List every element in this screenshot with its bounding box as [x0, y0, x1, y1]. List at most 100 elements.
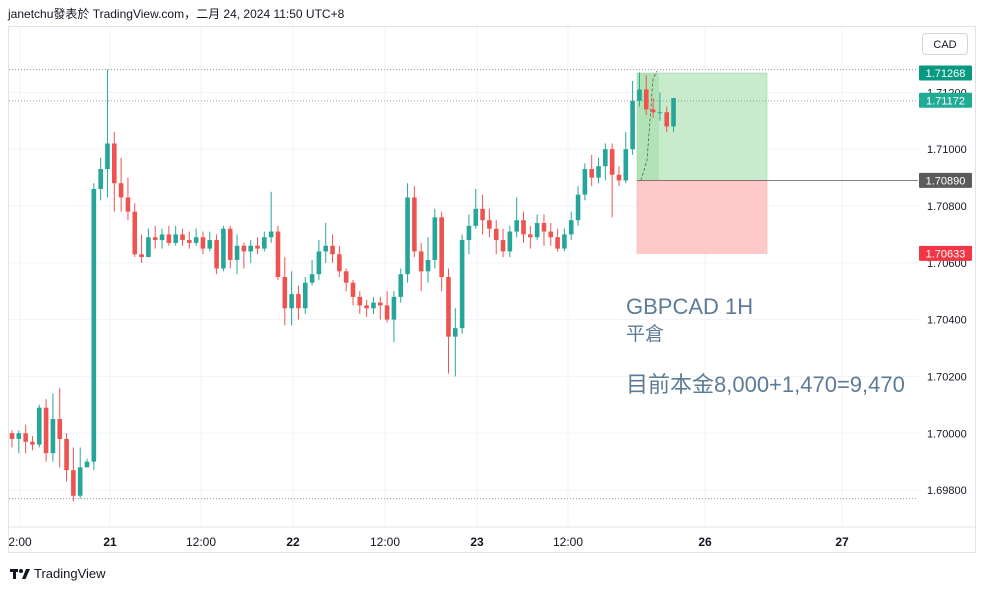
- candle-body: [364, 305, 369, 309]
- candle-body: [152, 237, 158, 241]
- candle-body: [50, 419, 56, 454]
- footer-logo-text: TradingView: [34, 566, 106, 581]
- candle-body: [446, 277, 451, 337]
- candle-body: [323, 245, 329, 252]
- annotation-subtitle: 平倉: [626, 324, 665, 345]
- candle-body: [275, 231, 281, 277]
- currency-button[interactable]: CAD: [922, 33, 968, 55]
- candle-body: [180, 234, 185, 241]
- candle-body: [391, 296, 397, 320]
- candle-body: [405, 197, 410, 275]
- candle-body: [187, 240, 192, 243]
- candle-body: [268, 231, 274, 238]
- annotation-title: GBPCAD 1H: [626, 294, 754, 319]
- candle-body: [330, 245, 335, 255]
- candle-body: [255, 245, 260, 249]
- candle-body: [296, 294, 301, 309]
- candle-body: [630, 100, 635, 150]
- realized-zone: [637, 73, 659, 181]
- candle-body: [555, 237, 560, 249]
- candle-body: [282, 277, 288, 309]
- x-tick-label: 2:00: [8, 535, 32, 549]
- candle-body: [596, 166, 601, 178]
- candle-body: [398, 274, 404, 297]
- candle-body: [337, 254, 342, 272]
- candle-body: [528, 234, 533, 238]
- y-tick-label: 1.70000: [927, 428, 967, 440]
- candle-body: [459, 240, 465, 329]
- x-tick-label: 27: [835, 535, 849, 549]
- candle-body: [643, 89, 649, 110]
- candle-body: [241, 245, 247, 252]
- candle-body: [214, 240, 219, 269]
- candle-body: [248, 245, 253, 252]
- chart-grid: [9, 27, 976, 528]
- x-tick-label: 22: [286, 535, 300, 549]
- candle-body: [112, 143, 117, 184]
- x-tick-label: 21: [103, 535, 117, 549]
- candle-body: [221, 228, 226, 269]
- price-label-badge: [919, 65, 972, 81]
- x-tick-label: 12:00: [553, 535, 583, 549]
- candle-body: [302, 282, 308, 309]
- candle-body: [521, 220, 526, 235]
- price-label-badge: [919, 172, 972, 188]
- candle-body: [453, 328, 458, 337]
- candle-body: [343, 271, 349, 283]
- candle-body: [357, 296, 363, 306]
- y-tick-label: 1.70200: [927, 371, 967, 383]
- chart-publication-header: janetchu發表於 TradingView.com，二月 24, 2024 …: [8, 7, 345, 21]
- candle-body: [616, 174, 622, 181]
- candle-body: [309, 274, 315, 283]
- price-label-text: 1.71268: [926, 68, 966, 80]
- candle-body: [418, 251, 424, 272]
- candle-body: [9, 433, 15, 439]
- price-label-text: 1.71172: [926, 95, 965, 107]
- candle-body: [77, 467, 83, 496]
- candle-body: [227, 228, 233, 260]
- candle-body: [473, 208, 479, 226]
- candle-body: [316, 251, 322, 275]
- y-tick-label: 1.70800: [927, 201, 967, 213]
- candle-body: [98, 169, 103, 189]
- y-tick-label: 1.69800: [927, 485, 967, 497]
- candle-body: [500, 240, 506, 252]
- candle-body: [534, 223, 540, 238]
- x-tick-label: 12:00: [370, 535, 400, 549]
- candle-body: [671, 98, 676, 127]
- candle-body: [493, 228, 499, 241]
- candle-body: [234, 245, 240, 260]
- candle-body: [262, 237, 267, 249]
- candle-body: [548, 231, 554, 238]
- chart-frame: [8, 26, 976, 553]
- y-tick-label: 1.70400: [927, 315, 967, 327]
- candle-body: [664, 112, 670, 127]
- y-tick-label: 1.71000: [927, 144, 967, 156]
- candle-body: [132, 211, 138, 255]
- price-labels: 1.71268 1.71172 1.70890 1.70633: [919, 65, 972, 261]
- candle-body: [207, 240, 213, 249]
- x-tick-label: 23: [470, 535, 484, 549]
- candle-body: [425, 259, 431, 272]
- candle-body: [289, 294, 294, 309]
- candle-body: [623, 149, 629, 181]
- tradingview-footer[interactable]: TradingView: [10, 566, 106, 581]
- candle-body: [71, 470, 76, 496]
- candle-body: [384, 305, 390, 320]
- candle-body: [173, 234, 178, 243]
- candle-body: [582, 169, 588, 195]
- candle-body: [84, 461, 90, 468]
- candle-body: [166, 234, 172, 243]
- candle-body: [609, 149, 615, 175]
- price-label-text: 1.70890: [926, 175, 966, 187]
- candle-body: [57, 419, 63, 439]
- candle-body: [125, 197, 131, 212]
- candle-body: [637, 89, 642, 101]
- candle-body: [657, 112, 663, 114]
- candle-body: [589, 169, 594, 178]
- annotation-capital: 目前本金8,000+1,470=9,470: [626, 372, 905, 397]
- candle-body: [466, 225, 472, 241]
- candle-body: [159, 234, 165, 241]
- candle-body: [139, 254, 144, 258]
